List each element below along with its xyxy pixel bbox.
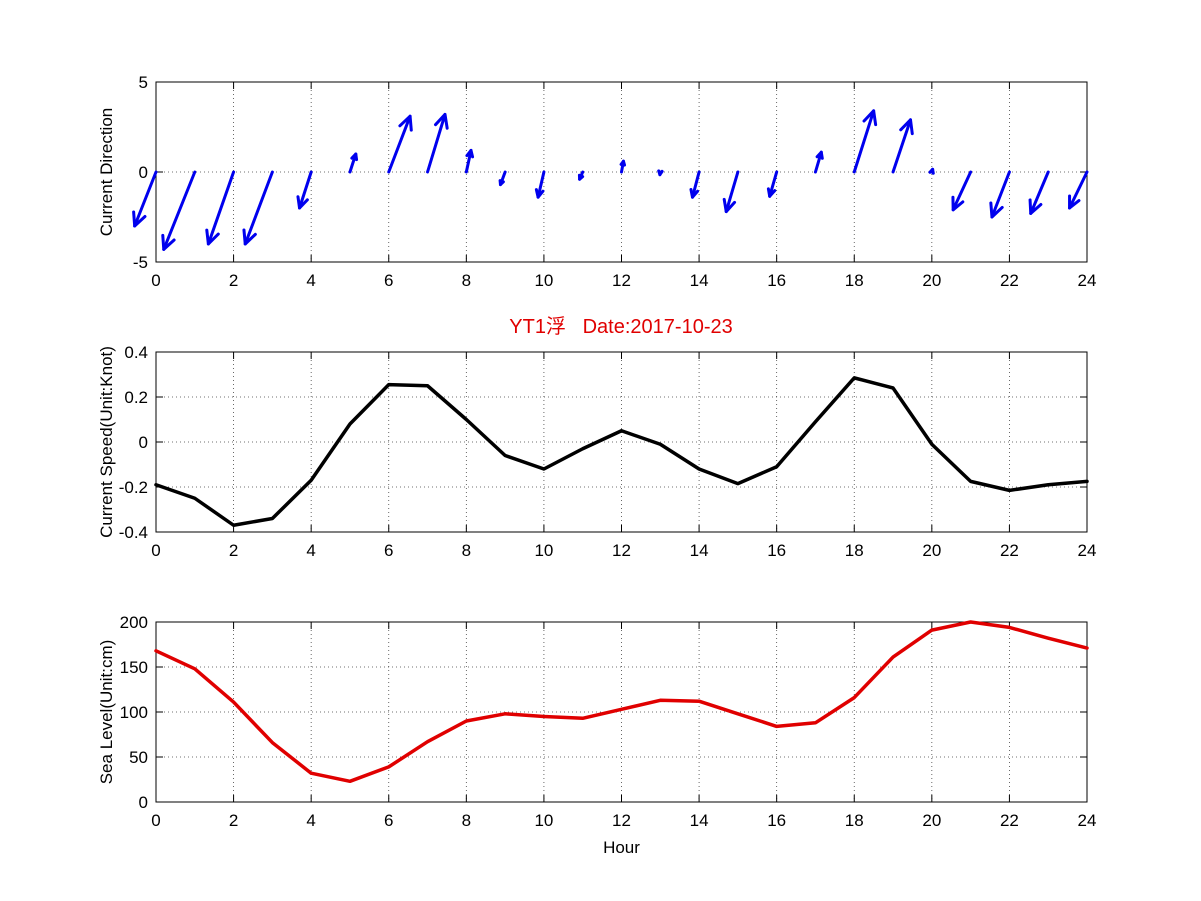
y-tick-label: 0.4 (124, 343, 148, 362)
x-tick-label: 12 (612, 271, 631, 290)
current-arrow (689, 170, 701, 199)
current-arrow (1068, 170, 1089, 210)
current-arrow (577, 170, 585, 181)
current-arrow (928, 167, 935, 175)
x-tick-label: 4 (306, 811, 315, 830)
current-arrow (989, 170, 1011, 219)
y-tick-label: -5 (133, 253, 148, 272)
current-arrow (534, 170, 546, 199)
x-tick-label: 18 (845, 811, 864, 830)
current-arrow (1028, 170, 1050, 215)
y-axis-label: Current Speed(Unit:Knot) (97, 346, 116, 538)
x-tick-label: 24 (1078, 271, 1097, 290)
x-tick-label: 18 (845, 271, 864, 290)
x-tick-label: 18 (845, 541, 864, 560)
chart-panel-2: 0 2 4 6 8 10 12 14 16 18 20 22 24-0.4-0.200.20.4Curr… (97, 343, 1096, 560)
figure-title: YT1浮 Date:2017-10-23 (509, 315, 732, 338)
x-tick-label: 2 (229, 811, 238, 830)
x-tick-label: 16 (767, 811, 786, 830)
current-arrow (464, 148, 475, 174)
current-arrow (426, 112, 449, 174)
y-tick-label: -0.2 (119, 478, 148, 497)
x-tick-label: 24 (1078, 541, 1097, 560)
x-tick-label: 6 (384, 811, 393, 830)
current-arrow (852, 109, 878, 174)
current-speed-line (154, 376, 1089, 527)
current-arrow (205, 170, 236, 246)
current-arrow (387, 114, 413, 174)
x-tick-label: 6 (384, 271, 393, 290)
x-tick-label: 8 (462, 271, 471, 290)
current-arrow (242, 170, 274, 246)
y-tick-label: 50 (129, 748, 148, 767)
current-arrow (951, 170, 973, 212)
x-tick-label: 20 (922, 271, 941, 290)
y-axis-label: Current Direction (97, 108, 116, 237)
x-tick-label: 8 (462, 541, 471, 560)
x-tick-label: 2 (229, 541, 238, 560)
x-tick-label: 4 (306, 271, 315, 290)
current-arrow (498, 170, 507, 187)
sea-level-line (154, 620, 1089, 784)
current-arrow (348, 152, 359, 174)
x-tick-label: 14 (690, 541, 709, 560)
x-tick-label: 8 (462, 811, 471, 830)
x-tick-label: 2 (229, 271, 238, 290)
y-tick-label: 5 (139, 73, 148, 92)
x-tick-label: 0 (151, 271, 160, 290)
x-tick-label: 10 (534, 271, 553, 290)
x-tick-label: 16 (767, 271, 786, 290)
current-arrow (619, 159, 627, 174)
x-tick-label: 12 (612, 541, 631, 560)
x-tick-label: 22 (1000, 541, 1019, 560)
y-tick-label: 0.2 (124, 388, 148, 407)
y-tick-label: 0 (139, 433, 148, 452)
x-tick-label: 14 (690, 811, 709, 830)
x-tick-label: 14 (690, 271, 709, 290)
x-tick-label: 20 (922, 811, 941, 830)
y-tick-label: -0.4 (119, 523, 148, 542)
y-tick-label: 200 (120, 613, 148, 632)
current-arrow (766, 170, 779, 198)
x-tick-label: 6 (384, 541, 393, 560)
x-tick-label: 12 (612, 811, 631, 830)
current-arrow (813, 150, 824, 174)
y-tick-label: 100 (120, 703, 148, 722)
x-tick-label: 4 (306, 541, 315, 560)
x-tick-label: 0 (151, 541, 160, 560)
current-arrow (296, 170, 313, 210)
x-tick-label: 24 (1078, 811, 1097, 830)
y-tick-label: 150 (120, 658, 148, 677)
x-tick-label: 0 (151, 811, 160, 830)
x-tick-label: 22 (1000, 271, 1019, 290)
current-arrow (657, 169, 664, 177)
x-tick-label: 16 (767, 541, 786, 560)
x-tick-label: 10 (534, 541, 553, 560)
y-axis-label: Sea Level(Unit:cm) (97, 640, 116, 785)
current-arrow (132, 170, 158, 228)
current-arrow (722, 170, 740, 214)
x-axis-label: Hour (603, 838, 640, 857)
y-tick-label: 0 (139, 793, 148, 812)
x-tick-label: 20 (922, 541, 941, 560)
y-tick-label: 0 (139, 163, 148, 182)
x-tick-label: 22 (1000, 811, 1019, 830)
current-arrow (161, 170, 197, 251)
current-arrow (891, 118, 914, 174)
x-tick-label: 10 (534, 811, 553, 830)
